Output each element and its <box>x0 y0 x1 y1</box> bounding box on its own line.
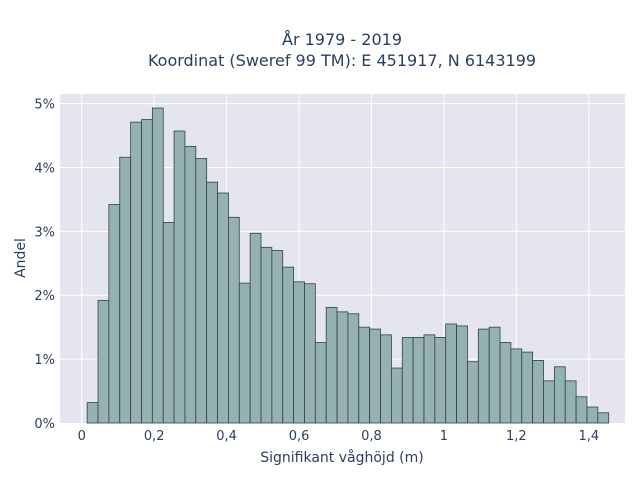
x-tick-label: 1,2 <box>506 429 527 444</box>
x-tick-label: 0,6 <box>289 429 310 444</box>
histogram-bar <box>553 366 566 424</box>
histogram-bar <box>575 396 588 424</box>
histogram-bar <box>336 311 349 424</box>
y-tick-label: 5% <box>34 98 55 113</box>
histogram-bar <box>510 348 523 424</box>
histogram-bar <box>282 266 295 424</box>
histogram-bar <box>499 342 512 424</box>
chart-title-line2: Koordinat (Sweref 99 TM): E 451917, N 61… <box>148 51 536 70</box>
histogram-bar <box>564 380 577 424</box>
histogram-bar <box>260 246 273 424</box>
histogram-bar <box>488 326 501 424</box>
x-axis-label: Signifikant våghöjd (m) <box>260 449 423 466</box>
x-tick-label: 0,8 <box>361 429 382 444</box>
histogram-bar <box>108 204 121 424</box>
histogram-bar <box>456 325 468 424</box>
histogram-bar <box>141 119 153 424</box>
histogram-bar <box>412 336 425 424</box>
histogram-bar <box>467 361 479 424</box>
y-tick-label: 3% <box>34 225 55 240</box>
y-axis-label: Andel <box>13 238 29 278</box>
histogram-bar <box>184 145 197 424</box>
histogram-bar <box>543 380 555 424</box>
histogram-bar <box>314 342 327 424</box>
histogram-bar <box>97 299 110 424</box>
histogram-bar <box>271 250 284 424</box>
histogram-bar <box>477 328 490 424</box>
histogram-bar <box>173 130 186 424</box>
histogram-bar <box>445 323 457 424</box>
histogram-bar <box>130 121 142 424</box>
histogram-bar <box>162 222 175 424</box>
y-axis-ticks: 0% 1% 2% 3% 4% 5% <box>34 98 55 432</box>
histogram-bar <box>119 156 132 424</box>
histogram-bar <box>238 282 251 424</box>
y-tick-label: 2% <box>34 289 55 304</box>
histogram-bar <box>195 158 208 424</box>
histogram-bar <box>521 351 534 424</box>
bars-layer <box>86 107 610 424</box>
x-tick-label: 1 <box>440 429 448 444</box>
histogram-bar <box>532 359 544 424</box>
histogram-bar <box>434 336 447 424</box>
histogram-bar <box>390 367 403 424</box>
histogram-bar <box>249 232 262 424</box>
histogram-bar <box>325 306 338 424</box>
histogram-bar <box>217 192 229 424</box>
x-tick-label: 1,4 <box>578 429 599 444</box>
histogram-bar <box>369 328 381 424</box>
histogram-bar <box>347 313 360 424</box>
histogram-bar <box>228 216 240 424</box>
y-tick-label: 0% <box>34 417 55 432</box>
histogram-bar <box>401 336 414 424</box>
histogram-bar <box>304 283 316 424</box>
chart-title-line1: År 1979 - 2019 <box>282 30 402 49</box>
x-axis-ticks: 0 0,2 0,4 0,6 0,8 1 1,2 1,4 <box>78 429 600 444</box>
histogram-bar <box>293 281 305 424</box>
x-tick-label: 0,2 <box>144 429 165 444</box>
histogram-bar <box>423 334 436 424</box>
y-tick-label: 4% <box>34 161 55 176</box>
histogram-bar <box>206 181 218 424</box>
x-tick-label: 0,4 <box>216 429 237 444</box>
x-tick-label: 0 <box>78 429 86 444</box>
histogram-bar <box>586 406 599 424</box>
y-tick-label: 1% <box>34 353 55 368</box>
histogram-bar <box>358 326 371 424</box>
histogram-bar <box>380 334 392 424</box>
histogram-bar <box>151 107 164 424</box>
histogram-bar <box>597 412 610 424</box>
histogram-bar <box>86 402 99 424</box>
